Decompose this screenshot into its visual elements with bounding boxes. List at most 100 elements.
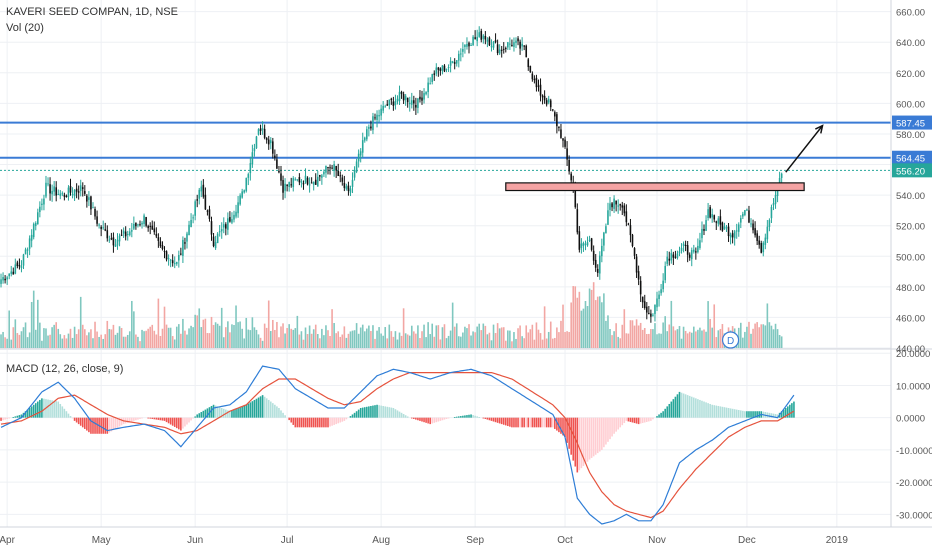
candle-up <box>51 190 53 195</box>
macd-histogram-bar <box>592 417 595 457</box>
volume-bar <box>427 322 429 348</box>
candle-down <box>437 67 440 70</box>
macd-histogram-bar <box>780 411 783 418</box>
candle-up <box>41 203 43 205</box>
volume-bar <box>81 324 84 348</box>
volume-bar <box>537 329 540 348</box>
candle-up <box>61 193 64 195</box>
candle-up <box>323 171 325 175</box>
symbol-title[interactable]: KAVERI SEED COMPAN, 1D, NSE <box>6 6 178 18</box>
candle-up <box>245 177 248 192</box>
candle-down <box>94 208 96 217</box>
volume-bar <box>764 325 767 348</box>
candle-up <box>451 61 454 63</box>
volume-bar <box>656 334 658 348</box>
volume-bar <box>212 324 215 348</box>
candle-down <box>535 77 538 88</box>
candle-up <box>308 184 311 186</box>
candle-down <box>443 65 446 72</box>
candle-down <box>564 139 566 147</box>
volume-bar <box>482 323 485 348</box>
macd-label[interactable]: MACD (12, 26, close, 9) <box>6 363 124 375</box>
macd-histogram-bar <box>766 412 769 418</box>
candle-up <box>729 234 732 238</box>
volume-bar <box>498 328 501 348</box>
volume-bar <box>721 324 724 348</box>
candle-down <box>627 223 630 225</box>
macd-histogram-bar <box>2 417 4 421</box>
candle-up <box>382 105 384 111</box>
macd-histogram-bar <box>784 408 787 418</box>
macd-histogram-bar <box>482 417 485 419</box>
volume-bar <box>69 328 72 348</box>
volume-bar <box>582 308 585 348</box>
candle-up <box>509 43 511 45</box>
volume-bar <box>688 331 691 348</box>
macd-histogram-bar <box>523 417 525 428</box>
macd-histogram-bar <box>668 403 671 418</box>
candle-down <box>703 229 705 231</box>
macd-histogram-bar <box>631 417 634 423</box>
candle-up <box>462 49 464 52</box>
macd-histogram-bar <box>748 411 750 418</box>
volume-label[interactable]: Vol (20) <box>6 22 44 34</box>
candle-down <box>120 234 123 236</box>
macd-histogram-bar <box>24 411 27 418</box>
candle-up <box>723 226 726 230</box>
macd-histogram-bar <box>507 417 509 427</box>
volume-bar <box>445 338 448 348</box>
candle-down <box>86 195 88 202</box>
volume-bar <box>190 325 192 348</box>
volume-bar <box>410 325 413 348</box>
candle-down <box>272 141 274 154</box>
macd-histogram-bar <box>717 405 720 418</box>
time-axis-tick-label: Jun <box>187 535 203 546</box>
candle-layer <box>0 26 783 323</box>
volume-bar <box>361 324 364 348</box>
macd-histogram-bar <box>335 417 337 425</box>
macd-histogram-bar <box>406 416 409 418</box>
volume-bar <box>196 315 199 348</box>
volume-bar <box>88 332 90 348</box>
macd-histogram-bar <box>272 403 274 418</box>
candle-up <box>126 233 129 235</box>
macd-histogram-bar <box>59 403 62 418</box>
volume-bar <box>347 333 350 348</box>
candle-up <box>0 279 2 284</box>
time-axis-tick-label: Dec <box>738 535 756 546</box>
macd-histogram-bar <box>243 405 246 418</box>
volume-bar <box>415 333 417 348</box>
candle-up <box>190 219 192 227</box>
macd-line <box>0 365 795 525</box>
volume-bar <box>163 306 166 348</box>
macd-histogram-bar <box>519 417 521 428</box>
volume-bar <box>584 301 587 348</box>
macd-histogram-bar <box>280 410 282 418</box>
volume-bar <box>770 325 773 348</box>
macd-histogram-bar <box>643 417 646 423</box>
candle-up <box>692 249 695 252</box>
macd-histogram-bar <box>566 417 568 443</box>
candle-up <box>351 179 354 187</box>
macd-histogram-bar <box>725 407 728 418</box>
macd-histogram-bar <box>682 393 685 418</box>
macd-histogram-bar <box>28 408 31 418</box>
macd-histogram-bar <box>549 417 552 428</box>
candle-up <box>188 224 190 236</box>
macd-histogram-bar <box>594 417 597 455</box>
macd-histogram-bar <box>96 417 98 434</box>
candle-up <box>249 163 252 174</box>
volume-bar <box>525 325 528 348</box>
volume-bar <box>192 327 194 348</box>
macd-histogram-bar <box>325 417 327 428</box>
candle-down <box>421 97 423 101</box>
candle-up <box>355 161 358 172</box>
volume-bar <box>545 338 548 348</box>
volume-bar <box>24 322 27 348</box>
macd-histogram-bar <box>431 417 434 424</box>
macd-histogram-bar <box>157 417 160 420</box>
volume-bar <box>353 330 356 348</box>
volume-bar <box>394 331 397 348</box>
macd-histogram-bar <box>112 417 115 431</box>
